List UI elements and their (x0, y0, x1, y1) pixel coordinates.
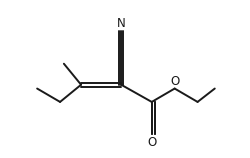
Text: O: O (170, 75, 179, 88)
Text: N: N (117, 18, 126, 30)
Text: O: O (147, 136, 156, 149)
